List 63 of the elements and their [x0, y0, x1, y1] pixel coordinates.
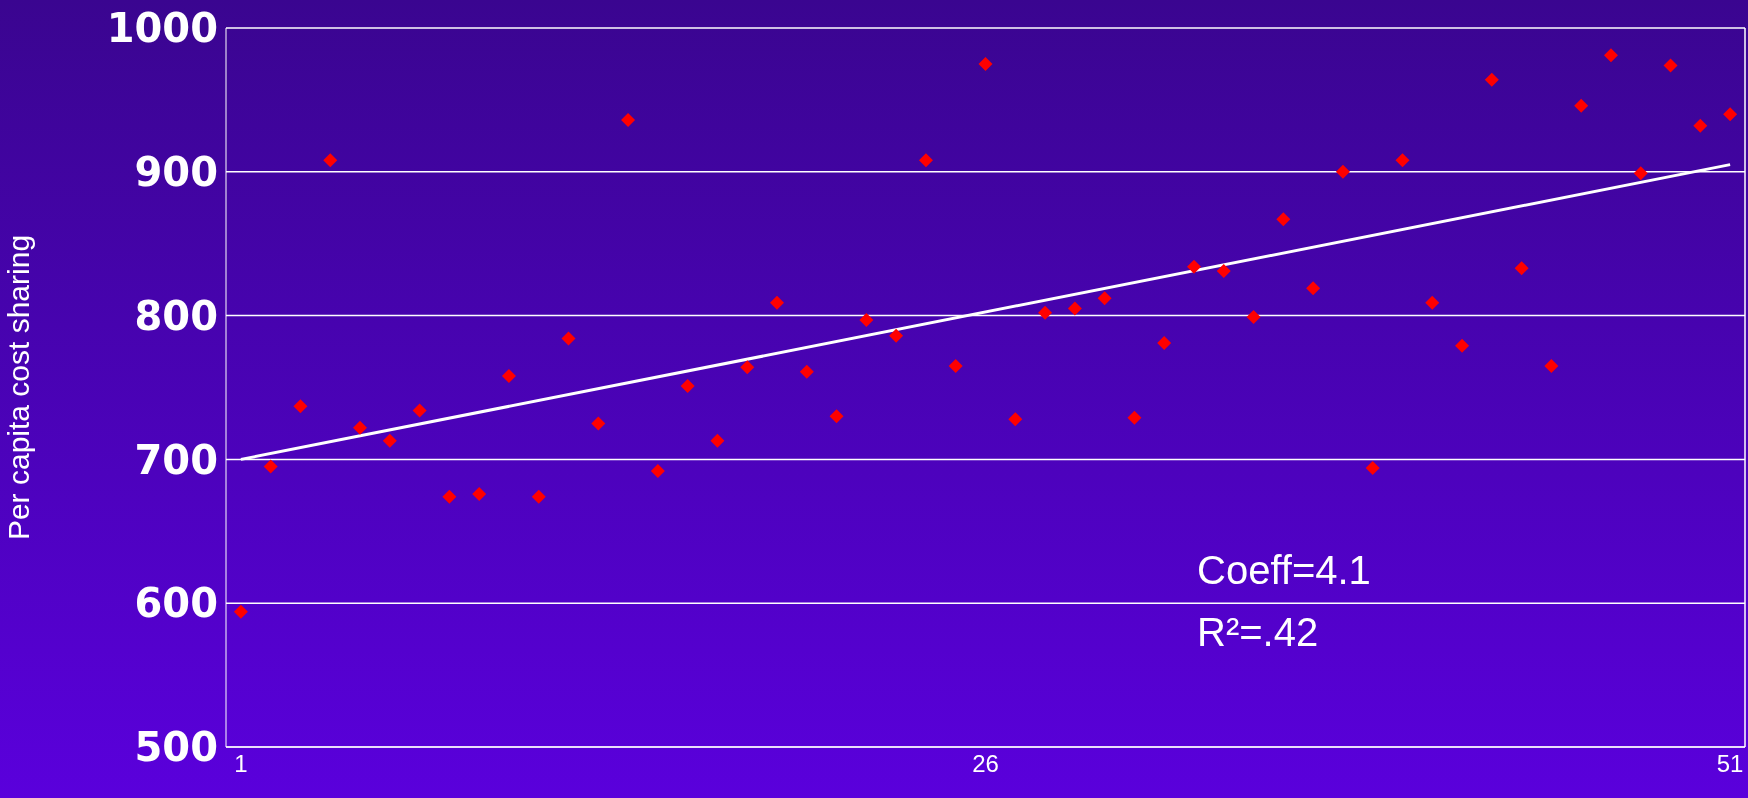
point	[621, 113, 636, 128]
point	[263, 459, 278, 474]
point	[1306, 281, 1321, 296]
point	[1186, 259, 1201, 274]
point	[293, 399, 308, 414]
point	[1455, 338, 1470, 353]
point	[1514, 261, 1529, 276]
point	[1127, 410, 1142, 425]
point	[382, 433, 397, 448]
point	[591, 416, 606, 431]
annotation: Coeff=4.1	[1197, 548, 1371, 593]
point	[1574, 98, 1589, 113]
point	[233, 604, 248, 619]
point	[740, 360, 755, 375]
x-tick-label: 26	[972, 750, 999, 778]
point	[1097, 291, 1112, 306]
point	[323, 153, 338, 168]
point	[948, 358, 963, 373]
point	[1633, 166, 1648, 181]
y-tick-label: 500	[134, 724, 218, 771]
point	[1246, 310, 1261, 325]
point	[501, 369, 516, 383]
point	[472, 486, 487, 501]
point	[1067, 301, 1082, 316]
x-tick-label: 51	[1716, 750, 1744, 778]
point	[1216, 264, 1231, 279]
point	[442, 489, 457, 504]
point	[799, 364, 814, 379]
y-axis-title: Per capita cost sharing	[1, 234, 35, 541]
x-tick-label: 1	[234, 750, 248, 778]
point	[1484, 72, 1499, 87]
y-tick-label: 800	[134, 292, 218, 339]
point	[1395, 153, 1410, 168]
point	[710, 433, 725, 448]
point	[650, 463, 665, 478]
point	[1663, 58, 1678, 73]
point	[1038, 305, 1053, 320]
point	[1335, 164, 1350, 179]
y-tick-label: 1000	[106, 5, 218, 52]
point	[1157, 335, 1172, 350]
y-tick-label: 700	[134, 436, 218, 483]
point	[978, 56, 993, 71]
point	[829, 409, 844, 424]
point	[531, 489, 546, 504]
point	[412, 403, 427, 418]
point	[680, 379, 695, 394]
point	[1603, 48, 1618, 63]
y-tick-label: 600	[134, 580, 218, 627]
annotation: R²=.42	[1197, 610, 1319, 655]
point	[859, 312, 874, 327]
point	[1276, 212, 1291, 227]
point	[561, 331, 576, 346]
point	[1008, 412, 1023, 427]
point	[1544, 358, 1559, 373]
point	[1693, 118, 1708, 133]
point	[1425, 295, 1440, 310]
y-tick-label: 900	[134, 149, 218, 195]
point	[1365, 461, 1380, 476]
point	[1723, 107, 1738, 122]
point	[353, 420, 368, 435]
point	[770, 295, 785, 310]
point	[918, 153, 933, 168]
point	[889, 328, 904, 343]
